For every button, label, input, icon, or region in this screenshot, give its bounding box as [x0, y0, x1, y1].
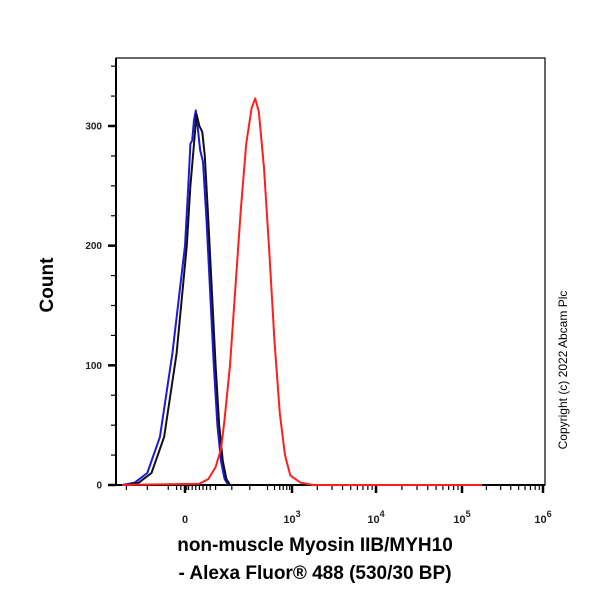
series-group [122, 97, 483, 486]
y-axis-label: Count [37, 257, 58, 313]
x-tick-label: 103 [283, 509, 300, 526]
y-axis: 0 100 200 300 [85, 65, 116, 492]
plot-border [115, 57, 546, 486]
x-tick-label: 104 [367, 509, 384, 526]
x-axis-label-line1: non-muscle Myosin IIB/MYH10 [177, 535, 453, 556]
x-tick-label: 106 [534, 509, 551, 526]
histogram-line-black [126, 113, 231, 486]
y-tick-label: 100 [85, 361, 102, 372]
x-axis-label-line2: - Alexa Fluor® 488 (530/30 BP) [178, 563, 452, 584]
x-tick-label: 0 [182, 514, 188, 526]
x-tick-label: 105 [453, 509, 470, 526]
plot-frame [115, 57, 546, 486]
histogram-line-red [122, 97, 483, 486]
y-tick-label: 300 [85, 122, 102, 133]
y-tick-label: 200 [85, 241, 102, 252]
histogram-line-blue [122, 109, 230, 486]
y-tick-label: 0 [96, 481, 102, 492]
x-axis: 0 103 104 105 106 [125, 485, 552, 526]
copyright-text: Copyright (c) 2022 Abcam Plc [556, 290, 570, 450]
